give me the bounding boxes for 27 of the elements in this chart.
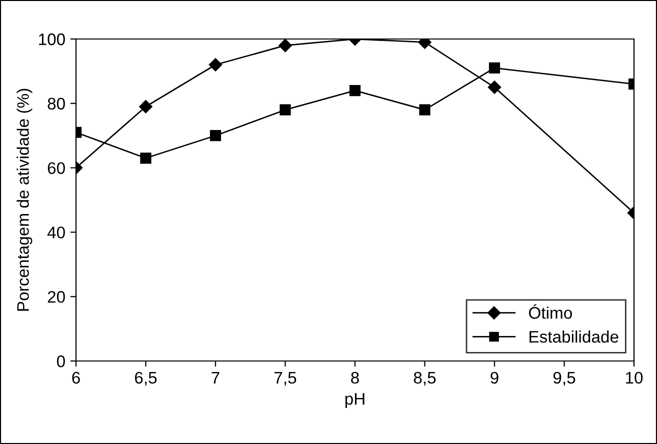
y-axis-title: Porcentagem de atividade (%) <box>16 88 32 311</box>
legend-label: Ótimo <box>528 304 572 319</box>
point <box>278 39 292 52</box>
point <box>140 152 152 164</box>
x-tick-label: 6,5 <box>135 372 157 386</box>
point <box>208 58 222 72</box>
x-tick-label: 9,5 <box>553 372 576 386</box>
legend-label: Estabilidade <box>530 330 618 343</box>
x-tick-label: 7 <box>212 372 220 384</box>
point <box>419 104 430 116</box>
x-tick-label: 7,5 <box>274 372 296 386</box>
point <box>280 104 291 116</box>
point <box>139 100 152 114</box>
y-tick-label: 100 <box>39 33 65 46</box>
x-axis-title: pH <box>345 393 364 408</box>
point <box>210 130 222 142</box>
x-tick-label: 8,5 <box>414 372 436 386</box>
x-tick-label: 6 <box>72 372 80 384</box>
x-tick-label: 10 <box>626 372 643 384</box>
x-tick-label: 9 <box>490 372 498 384</box>
point <box>349 84 361 96</box>
y-tick-label: 0 <box>56 355 65 368</box>
y-tick-label: 40 <box>47 226 65 238</box>
y-tick-label: 80 <box>48 98 65 110</box>
x-tick-label: 8 <box>351 372 359 384</box>
y-tick-label: 20 <box>48 291 65 303</box>
y-tick-label: 60 <box>48 162 65 174</box>
